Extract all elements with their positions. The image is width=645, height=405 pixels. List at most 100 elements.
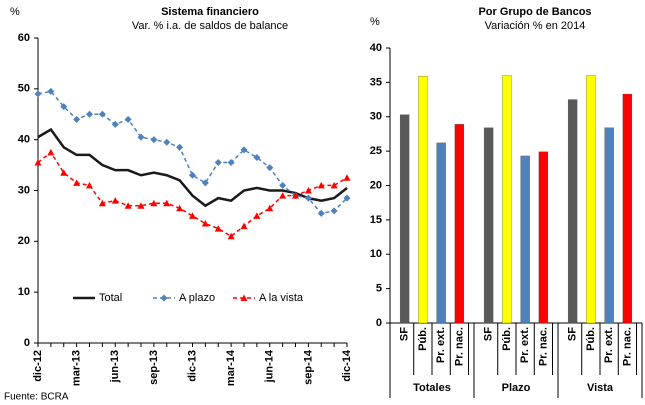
point-marker xyxy=(176,143,184,151)
point-marker xyxy=(189,212,196,219)
bar xyxy=(604,127,614,324)
point-marker xyxy=(137,202,145,209)
bar xyxy=(418,76,428,324)
point-marker xyxy=(60,103,68,111)
point-marker xyxy=(176,204,184,212)
y-tick-label: 40 xyxy=(370,42,382,54)
point-marker xyxy=(124,115,132,123)
x-tick-label: dic-12 xyxy=(32,350,44,382)
point-marker xyxy=(330,181,338,189)
y-tick-label: 20 xyxy=(370,179,382,191)
legend-label: A plazo xyxy=(179,292,215,304)
x-tick-label: Púb. xyxy=(417,327,429,351)
x-tick-label: Pr. nac. xyxy=(537,327,549,366)
x-tick-label: dic-14 xyxy=(341,349,353,382)
bar xyxy=(520,155,530,324)
bar xyxy=(622,93,633,324)
group-label: Vista xyxy=(587,382,614,394)
y-tick-label: 30 xyxy=(370,111,382,123)
point-marker xyxy=(86,110,93,118)
x-tick-label: SF xyxy=(567,327,579,341)
x-tick-label: sep-13 xyxy=(148,350,160,385)
y-tick-label: 35 xyxy=(370,76,382,88)
y-tick-label: 10 xyxy=(18,286,30,298)
point-marker xyxy=(201,220,209,227)
x-tick-label: dic-13 xyxy=(186,350,198,382)
x-tick-label: SF xyxy=(399,327,411,341)
bar xyxy=(586,75,596,324)
x-tick-label: jun-14 xyxy=(264,349,276,383)
bar xyxy=(436,142,446,324)
point-marker xyxy=(317,181,325,189)
x-tick-label: mar-14 xyxy=(225,349,237,386)
point-marker xyxy=(98,110,106,118)
y-tick-label: 50 xyxy=(18,83,30,95)
bar xyxy=(502,75,512,324)
y-tick-label: 5 xyxy=(376,283,382,295)
point-marker xyxy=(201,179,209,187)
y-axis-label: % xyxy=(10,6,20,18)
point-marker xyxy=(227,159,235,167)
point-marker xyxy=(137,133,145,141)
y-tick-label: 0 xyxy=(376,317,382,329)
group-label: Plazo xyxy=(502,382,531,394)
point-marker xyxy=(124,202,132,209)
x-tick-label: Pr. ext. xyxy=(603,327,615,363)
point-marker xyxy=(86,181,93,189)
point-marker xyxy=(73,179,81,186)
source-note: Fuente: BCRA xyxy=(4,392,69,403)
bar xyxy=(538,151,549,324)
chart-subtitle: Var. % i.a. de saldos de balance xyxy=(132,20,288,32)
point-marker xyxy=(266,204,274,212)
y-tick-label: 60 xyxy=(18,32,30,44)
y-tick-label: 0 xyxy=(24,337,30,349)
point-marker xyxy=(304,194,312,202)
point-marker xyxy=(292,192,299,199)
bar xyxy=(454,124,465,324)
x-tick-label: Púb. xyxy=(585,327,597,351)
x-tick-label: Pr. ext. xyxy=(519,327,531,363)
point-marker xyxy=(150,199,158,207)
point-marker xyxy=(279,181,287,189)
x-tick-label: mar-13 xyxy=(71,350,83,386)
chart-title: Por Grupo de Bancos xyxy=(478,6,591,18)
point-marker xyxy=(214,225,222,232)
y-tick-label: 20 xyxy=(18,235,30,247)
point-marker xyxy=(47,148,55,156)
x-tick-label: sep-14 xyxy=(302,349,314,385)
x-tick-label: jun-13 xyxy=(109,350,121,383)
x-tick-label: Pr. ext. xyxy=(435,327,447,363)
point-marker xyxy=(189,171,196,179)
bar xyxy=(399,114,410,324)
bar xyxy=(567,99,578,324)
y-axis-label: % xyxy=(370,16,380,28)
point-marker xyxy=(214,159,222,167)
legend-label: Total xyxy=(99,292,122,304)
point-marker xyxy=(60,169,68,176)
y-tick-label: 40 xyxy=(18,134,30,146)
group-label: Totales xyxy=(413,382,451,394)
point-marker xyxy=(98,199,106,207)
point-marker xyxy=(253,153,261,161)
point-marker xyxy=(343,174,351,181)
point-marker xyxy=(34,90,42,98)
point-marker xyxy=(317,209,325,217)
point-marker xyxy=(34,159,42,166)
point-marker xyxy=(47,87,55,95)
point-marker xyxy=(330,207,338,215)
point-marker xyxy=(240,146,248,154)
chart-subtitle: Variación % en 2014 xyxy=(485,20,586,32)
point-marker xyxy=(111,197,119,204)
x-tick-label: Pr. nac. xyxy=(453,327,465,366)
y-tick-label: 15 xyxy=(370,214,382,226)
legend-marker xyxy=(160,294,168,302)
point-marker xyxy=(163,199,171,207)
legend-marker xyxy=(240,294,248,301)
legend-label: A la vista xyxy=(259,292,304,304)
x-tick-label: Púb. xyxy=(501,327,513,351)
point-marker xyxy=(150,136,158,144)
y-tick-label: 30 xyxy=(18,184,30,196)
chart-title: Sistema financiero xyxy=(161,6,259,18)
bar xyxy=(483,127,494,324)
